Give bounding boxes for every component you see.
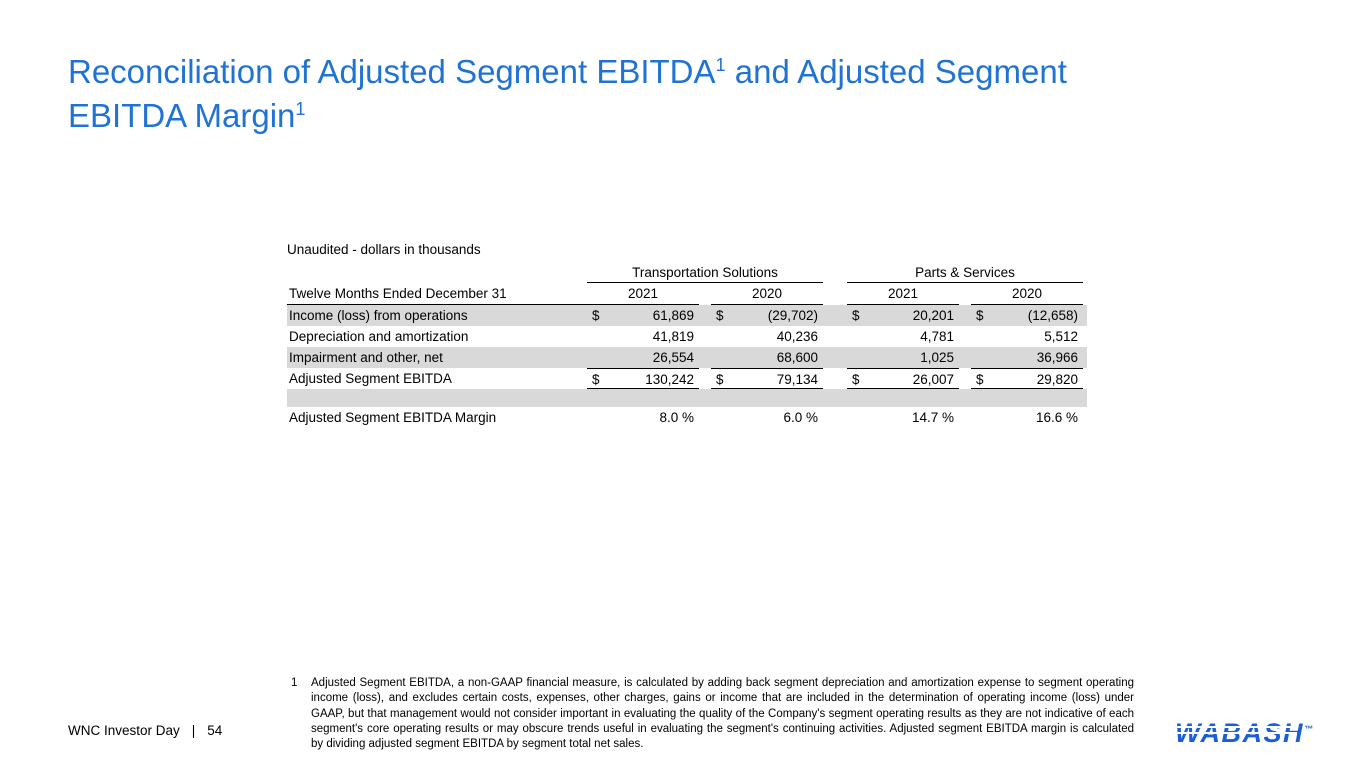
table-cell: 4,781 — [847, 326, 959, 347]
year-header-ts-2021: 2021 — [587, 283, 699, 305]
cell-value: 20,201 — [912, 308, 954, 323]
cell-value: 41,819 — [652, 329, 694, 344]
currency-symbol: $ — [592, 372, 600, 387]
currency-symbol: $ — [716, 308, 724, 323]
table-cell: 41,819 — [587, 326, 699, 347]
year-header-ps-2020: 2020 — [971, 283, 1083, 305]
row-label: Income (loss) from operations — [289, 308, 468, 323]
footer-presentation-name: WNC Investor Day — [68, 723, 180, 738]
cell-value: 8.0 % — [659, 410, 694, 425]
cell-value: 6.0 % — [783, 410, 818, 425]
row-label: Depreciation and amortization — [289, 329, 469, 344]
spacer-cell — [287, 389, 587, 407]
table-cell: 8.0 % — [587, 407, 699, 429]
wabash-logo: WABASH™ — [1173, 714, 1313, 748]
footer-page-number: 54 — [207, 723, 223, 738]
table-cell: 6.0 % — [711, 407, 823, 429]
cell-value: 68,600 — [776, 350, 818, 365]
cell-value: 4,781 — [920, 329, 954, 344]
row-label: Adjusted Segment EBITDA Margin — [289, 410, 497, 425]
table-cell: $26,007 — [847, 368, 959, 389]
cell-value: 29,820 — [1036, 372, 1078, 387]
title-footnote-ref-2: 1 — [295, 99, 306, 119]
cell-value: (29,702) — [767, 308, 818, 323]
trademark-symbol: ™ — [1304, 724, 1313, 734]
table-cell: 36,966 — [971, 347, 1083, 368]
currency-symbol: $ — [976, 308, 984, 323]
currency-symbol: $ — [592, 308, 600, 323]
column-header-row: Twelve Months Ended December 31 2021 202… — [287, 283, 1087, 305]
footnote: 1 Adjusted Segment EBITDA, a non-GAAP fi… — [289, 676, 1134, 752]
title-footnote-ref-1: 1 — [715, 55, 726, 75]
cell-value: 26,007 — [912, 372, 954, 387]
cell-value: (12,658) — [1027, 308, 1078, 323]
cell-value: 61,869 — [652, 308, 694, 323]
table-cell: 16.6 % — [971, 407, 1083, 429]
row-header-label: Twelve Months Ended December 31 — [287, 283, 587, 305]
page-title: Reconciliation of Adjusted Segment EBITD… — [68, 50, 1188, 138]
table-row-adjusted-segment-ebitda: Adjusted Segment EBITDA $130,242 $79,134… — [287, 368, 1087, 389]
spacer-row — [287, 389, 1087, 407]
table-row-income-from-operations: Income (loss) from operations $61,869 $ (… — [287, 305, 1087, 326]
group-header-spacer — [287, 264, 587, 283]
table-cell: $ (12,658) — [971, 305, 1083, 326]
cell-value: 26,554 — [652, 350, 694, 365]
footer: WNC Investor Day | 54 — [68, 723, 222, 738]
table-cell: 26,554 — [587, 347, 699, 368]
table-cell: 40,236 — [711, 326, 823, 347]
cell-value: 40,236 — [776, 329, 818, 344]
table-cell: $61,869 — [587, 305, 699, 326]
year-header-ts-2020: 2020 — [711, 283, 823, 305]
cell-value: 36,966 — [1036, 350, 1078, 365]
logo-stripe — [1173, 726, 1297, 728]
ebitda-reconciliation-table: Unaudited - dollars in thousands Transpo… — [287, 241, 1087, 429]
table-cell: $ (29,702) — [711, 305, 823, 326]
currency-symbol: $ — [852, 308, 860, 323]
cell-value: 1,025 — [920, 350, 954, 365]
year-header-ps-2021: 2021 — [847, 283, 959, 305]
cell-value: 79,134 — [776, 372, 818, 387]
row-label: Adjusted Segment EBITDA — [289, 371, 452, 386]
cell-value: 14.7 % — [911, 410, 954, 425]
group-header-parts-services: Parts & Services — [847, 264, 1083, 283]
table-row-impairment-other: Impairment and other, net 26,554 68,600 … — [287, 347, 1087, 368]
logo-stripe — [1173, 732, 1297, 734]
row-label: Impairment and other, net — [289, 350, 443, 365]
cell-value: 130,242 — [645, 372, 694, 387]
table-cell: 14.7 % — [847, 407, 959, 429]
footnote-text: Adjusted Segment EBITDA, a non-GAAP fina… — [311, 677, 1134, 751]
cell-value: 5,512 — [1044, 329, 1078, 344]
table-cell: 1,025 — [847, 347, 959, 368]
table-cell: 5,512 — [971, 326, 1083, 347]
currency-symbol: $ — [852, 372, 860, 387]
table-note: Unaudited - dollars in thousands — [287, 242, 481, 257]
title-text-1: Reconciliation of Adjusted Segment EBITD… — [68, 53, 716, 90]
table-cell: $29,820 — [971, 368, 1083, 389]
footnote-marker: 1 — [291, 677, 298, 689]
table-cell: $20,201 — [847, 305, 959, 326]
group-header-row: Transportation Solutions Parts & Service… — [287, 264, 1087, 283]
currency-symbol: $ — [716, 372, 724, 387]
table-cell: $79,134 — [711, 368, 823, 389]
table-row-depreciation-amortization: Depreciation and amortization 41,819 40,… — [287, 326, 1087, 347]
table-cell: $130,242 — [587, 368, 699, 389]
group-header-transportation-solutions: Transportation Solutions — [587, 264, 823, 283]
table-cell: 68,600 — [711, 347, 823, 368]
cell-value: 16.6 % — [1035, 410, 1078, 425]
table-row-adjusted-segment-ebitda-margin: Adjusted Segment EBITDA Margin 8.0 % 6.0… — [287, 407, 1087, 429]
currency-symbol: $ — [976, 372, 984, 387]
footer-separator: | — [191, 723, 196, 738]
title-text-2: and Adjusted Segment EBITDA Margin — [68, 53, 1067, 134]
